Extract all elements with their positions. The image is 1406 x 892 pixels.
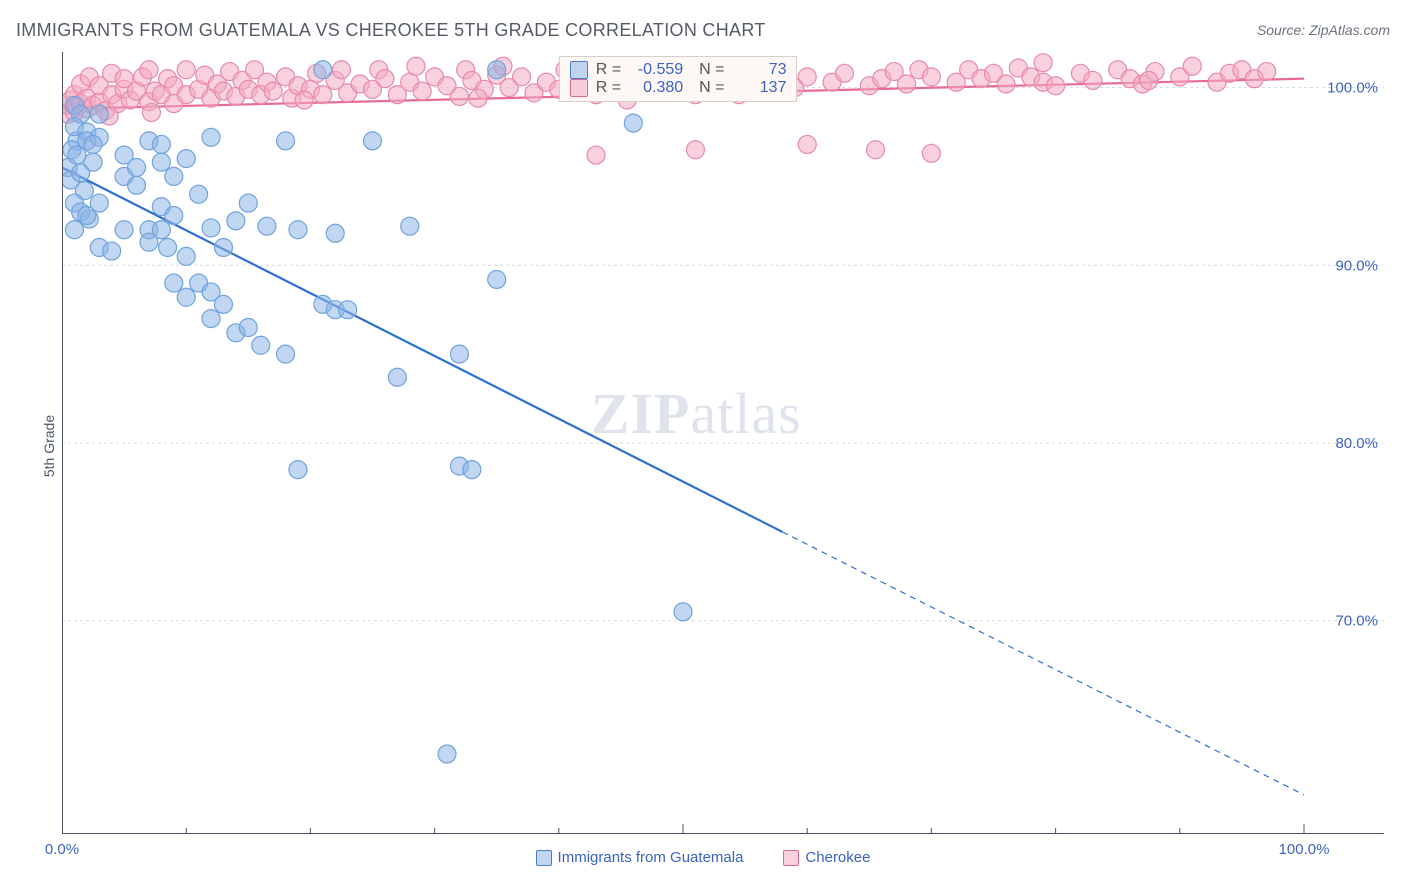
stats-row: R = -0.559 N = 73 (570, 61, 787, 79)
y-axis-label: 5th Grade (41, 415, 57, 477)
chart-title: IMMIGRANTS FROM GUATEMALA VS CHEROKEE 5T… (16, 20, 766, 41)
legend-label: Immigrants from Guatemala (558, 849, 744, 866)
plot-area: 70.0% 80.0% 90.0% 100.0% R = -0.559 N = 73 R = 0… (62, 52, 1384, 834)
x-axis-line (62, 833, 1384, 834)
series-swatch (570, 79, 588, 97)
legend-label: Cherokee (805, 849, 870, 866)
stat-r-value: 0.380 (629, 79, 683, 97)
y-axis-line (62, 52, 63, 834)
stats-row: R = 0.380 N = 137 (570, 79, 787, 97)
svg-text:100.0%: 100.0% (1327, 80, 1378, 97)
chart-header: IMMIGRANTS FROM GUATEMALA VS CHEROKEE 5T… (0, 0, 1406, 48)
stat-r-label: R = (594, 61, 623, 79)
source-value: ZipAtlas.com (1309, 22, 1390, 38)
series-swatch (570, 61, 588, 79)
stat-n-value: 137 (732, 79, 786, 97)
svg-text:90.0%: 90.0% (1335, 257, 1378, 274)
source-label: Source: (1257, 22, 1305, 38)
x-axis-legend: Immigrants from Guatemala Cherokee (0, 849, 1406, 866)
svg-text:70.0%: 70.0% (1335, 613, 1378, 630)
stat-r-value: -0.559 (629, 61, 683, 79)
stat-r-label: R = (594, 79, 623, 97)
scatter-plot-svg: 70.0% 80.0% 90.0% 100.0% (62, 52, 1384, 834)
legend-swatch (536, 850, 552, 866)
source-credit: Source: ZipAtlas.com (1257, 22, 1390, 38)
svg-text:80.0%: 80.0% (1335, 435, 1378, 452)
legend-swatch (783, 850, 799, 866)
x-tick-label-min: 0.0% (45, 841, 79, 858)
legend-item: Cherokee (783, 849, 870, 866)
legend-item: Immigrants from Guatemala (536, 849, 744, 866)
stat-n-label: N = (697, 79, 726, 97)
correlation-stats-box: R = -0.559 N = 73 R = 0.380 N = 137 (559, 56, 798, 102)
stat-n-value: 73 (732, 61, 786, 79)
x-tick-label-max: 100.0% (1279, 841, 1330, 858)
stat-n-label: N = (697, 61, 726, 79)
